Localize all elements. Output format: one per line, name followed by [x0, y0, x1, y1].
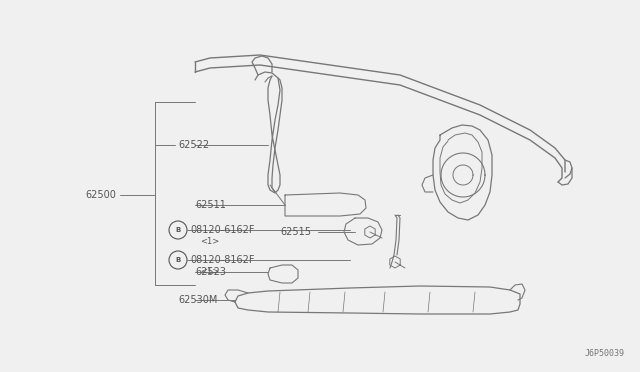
Text: 08120-8162F: 08120-8162F	[190, 255, 255, 265]
Text: 62500: 62500	[85, 190, 116, 200]
Text: 08120-6162F: 08120-6162F	[190, 225, 255, 235]
Text: <1>: <1>	[200, 267, 220, 276]
Text: 62523: 62523	[195, 267, 226, 277]
Text: J6P50039: J6P50039	[585, 349, 625, 358]
Text: 62530M: 62530M	[178, 295, 218, 305]
Text: 62515: 62515	[280, 227, 311, 237]
Text: 62522: 62522	[178, 140, 209, 150]
Text: 62511: 62511	[195, 200, 226, 210]
Text: B: B	[175, 227, 180, 233]
Text: <1>: <1>	[200, 237, 220, 246]
Text: B: B	[175, 257, 180, 263]
